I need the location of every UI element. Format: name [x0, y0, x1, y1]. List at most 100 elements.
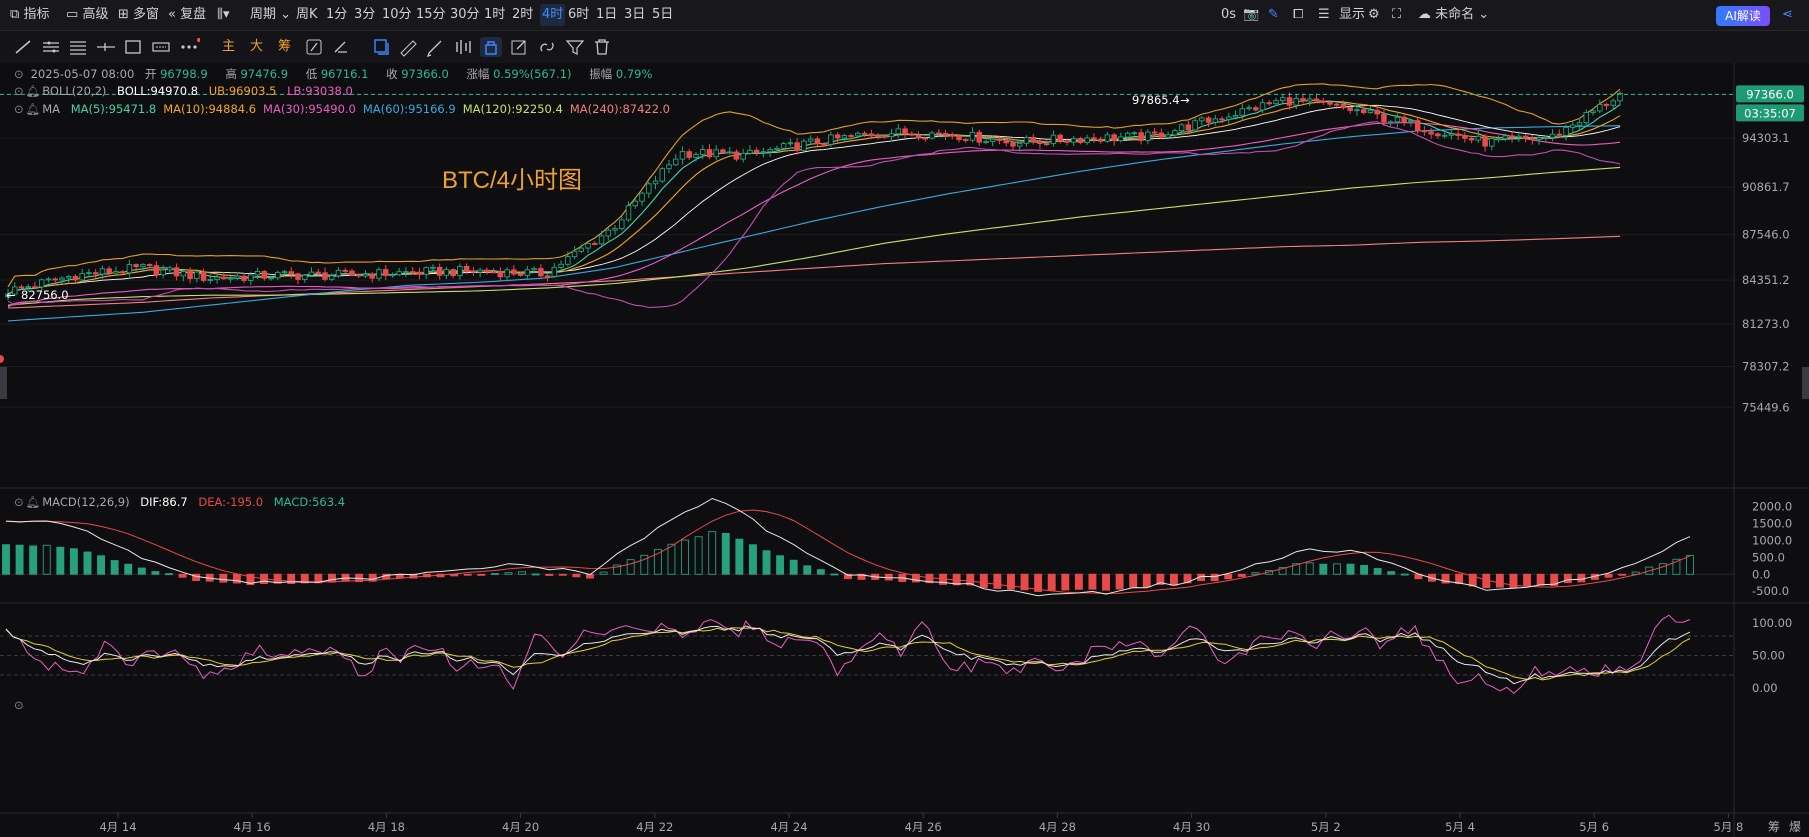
period-5日[interactable]: 5日	[652, 7, 674, 22]
gear-icon[interactable]: ⚙	[1368, 7, 1380, 22]
more-tools-icon[interactable]	[178, 37, 201, 57]
replay-button[interactable]: « 复盘	[168, 0, 206, 30]
big-order-toggle[interactable]: 大	[250, 39, 264, 54]
candle-body	[194, 271, 200, 280]
candle-body	[1280, 97, 1286, 102]
candle-body	[113, 271, 119, 274]
parallel-lines-icon[interactable]	[40, 37, 62, 57]
filter-icon[interactable]	[564, 37, 586, 57]
eraser-icon[interactable]	[330, 37, 352, 57]
period-1日[interactable]: 1日	[596, 7, 618, 22]
macd-bar	[816, 569, 825, 575]
candle-body	[538, 268, 544, 277]
multi-window-button[interactable]: ⊞ 多窗	[118, 0, 159, 30]
candle-body	[828, 134, 834, 145]
candle-body	[1199, 117, 1205, 122]
candle-body	[207, 279, 214, 282]
trash-icon[interactable]	[591, 37, 613, 57]
period-6时[interactable]: 6时	[568, 7, 590, 22]
fullscreen-icon[interactable]: ⛶	[1392, 7, 1402, 22]
candle-body	[248, 274, 254, 281]
period-3日[interactable]: 3日	[624, 7, 646, 22]
time-tick-label: 4月 24	[770, 820, 807, 834]
edit-icon[interactable]	[508, 37, 530, 57]
ohlc-row: ⊙ 2025-05-07 08:00 开 96798.9 高 97476.9 低 …	[14, 66, 666, 82]
macd-bar	[1156, 573, 1165, 585]
period-dropdown[interactable]: 周期 ⌄	[250, 0, 291, 30]
boll-name[interactable]: BOLL(20,2)	[42, 84, 107, 98]
bell-icon[interactable]: 🔔︎	[25, 495, 41, 509]
rectangle-icon[interactable]	[122, 37, 144, 57]
trend-line-icon[interactable]	[12, 37, 34, 57]
corner-burst-label[interactable]: 爆	[1789, 820, 1801, 834]
period-15分[interactable]: 15分	[416, 7, 446, 22]
period-30分[interactable]: 30分	[450, 7, 480, 22]
high-marker-label: 97865.4	[1132, 93, 1180, 107]
period-1时[interactable]: 1时	[484, 7, 506, 22]
candle-body	[720, 149, 726, 154]
corner-chips-label[interactable]: 筹	[1768, 820, 1780, 834]
period-4时[interactable]: 4时	[540, 4, 566, 26]
collapse-toggle-icon[interactable]: ⊙	[14, 102, 24, 116]
copy-layer-icon[interactable]	[370, 37, 392, 57]
period-10分[interactable]: 10分	[382, 7, 412, 22]
macd-bar	[2, 544, 10, 575]
left-collapse-handle[interactable]	[0, 367, 7, 399]
ma-name[interactable]: MA	[42, 102, 61, 116]
candle-body	[342, 269, 348, 272]
period-2时[interactable]: 2时	[512, 7, 534, 22]
share-icon[interactable]: ⋖	[1782, 7, 1793, 22]
layout-name-dropdown[interactable]: ☁ 未命名 ⌄	[1418, 0, 1489, 30]
ruler-icon[interactable]	[397, 37, 419, 57]
macd-bar	[56, 546, 65, 575]
pen-icon[interactable]: ✎	[1268, 7, 1279, 22]
bell-icon[interactable]: 🔔︎	[25, 102, 41, 116]
candle-body	[1158, 132, 1165, 138]
macd-bar	[1047, 573, 1056, 591]
pencil-icon[interactable]	[425, 37, 447, 58]
price-tick-label: 84351.2	[1742, 273, 1790, 287]
candle-body	[1489, 138, 1495, 147]
candle-body	[1226, 116, 1232, 120]
lock-icon[interactable]	[480, 37, 502, 57]
magnet-icon[interactable]	[453, 37, 475, 57]
collapse-toggle-icon[interactable]: ⊙	[14, 67, 24, 81]
candle-body	[1266, 102, 1273, 105]
candle-body	[639, 192, 645, 202]
camera-icon[interactable]: 📷	[1243, 7, 1260, 22]
copy-icon[interactable]: ⧠	[1293, 7, 1304, 22]
collapse-toggle-icon[interactable]: ⊙	[14, 495, 24, 509]
fib-lines-icon[interactable]	[67, 37, 89, 57]
period-3分[interactable]: 3分	[354, 7, 376, 22]
candle-body	[882, 135, 888, 138]
indicators-button[interactable]: ⧉ 指标	[10, 0, 49, 30]
brush-icon[interactable]	[303, 37, 325, 57]
bell-icon[interactable]: 🔔︎	[25, 84, 41, 98]
collapse-toggle-icon[interactable]: ⊙	[14, 698, 24, 712]
chart-type-button[interactable]: ⫼▾	[217, 0, 230, 30]
link-icon[interactable]	[536, 37, 558, 57]
chart-canvas[interactable]: BTC/4小时图 97865.4 → ← 82756.0 94303.1 9086…	[0, 63, 1809, 837]
chips-toggle[interactable]: 筹	[278, 39, 292, 54]
advanced-button[interactable]: ▭ 高级	[66, 0, 108, 30]
list-icon[interactable]: ☰	[1318, 7, 1330, 22]
candle-body	[1050, 134, 1057, 145]
horizontal-line-icon[interactable]	[95, 37, 117, 57]
collapse-toggle-icon[interactable]: ⊙	[14, 84, 24, 98]
text-tool-icon[interactable]	[150, 37, 172, 57]
candle-body	[1468, 137, 1475, 141]
candle-body	[167, 267, 173, 271]
candle-body	[915, 134, 922, 139]
candle-body	[517, 273, 524, 276]
candle-body	[1441, 134, 1448, 137]
boll-lb: LB:93038.0	[287, 84, 353, 98]
main-indicator-toggle[interactable]: 主	[222, 39, 236, 54]
macd-bar	[640, 554, 649, 575]
right-collapse-handle[interactable]	[1802, 367, 1809, 399]
period-周K[interactable]: 周K	[296, 7, 318, 22]
macd-name[interactable]: MACD(12,26,9)	[42, 495, 130, 509]
candle-body	[1522, 135, 1529, 139]
ai-interpret-button[interactable]: AI解读	[1716, 6, 1770, 26]
period-1分[interactable]: 1分	[326, 7, 348, 22]
display-button[interactable]: 显示	[1339, 7, 1366, 22]
